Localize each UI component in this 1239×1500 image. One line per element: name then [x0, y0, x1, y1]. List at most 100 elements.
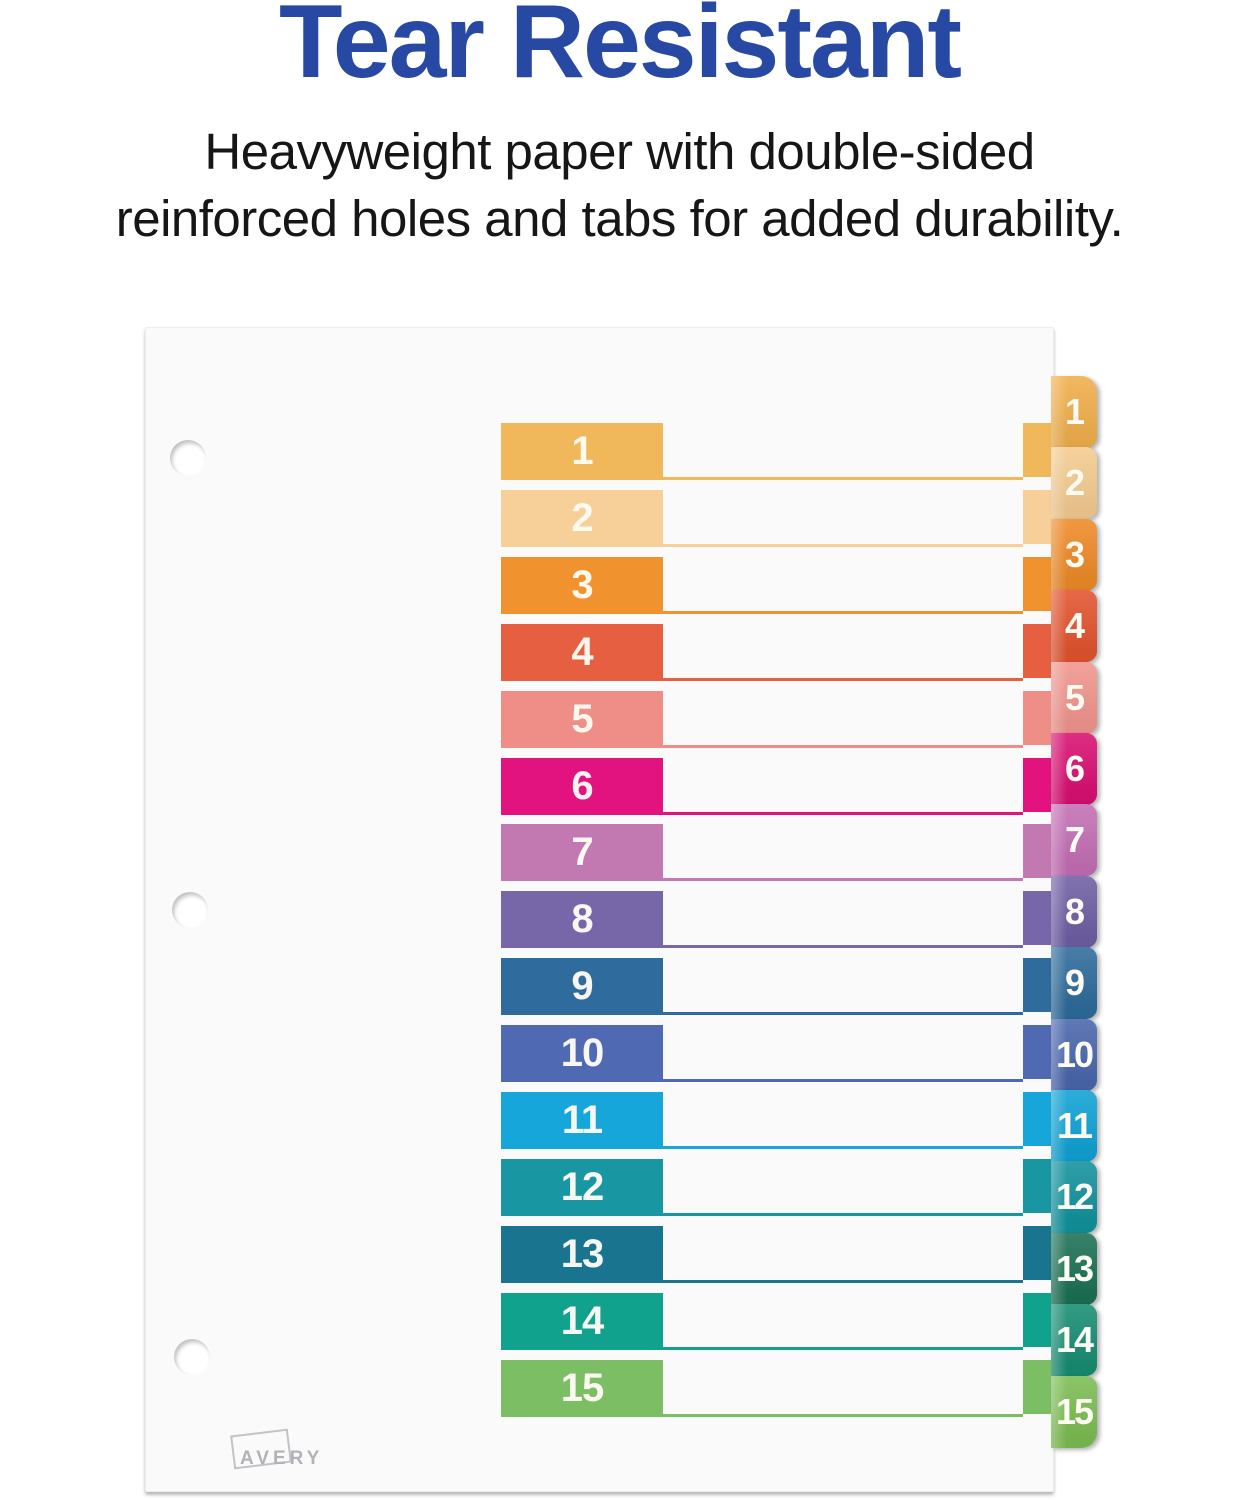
index-tab-number: 8 — [1064, 890, 1085, 932]
toc-row-number: 13 — [560, 1231, 604, 1276]
toc-row: 8 — [146, 891, 1053, 949]
toc-row-number: 5 — [571, 696, 593, 741]
index-tab-number: 6 — [1064, 748, 1085, 789]
toc-row-line — [502, 1079, 1023, 1083]
toc-row-line — [502, 878, 1023, 882]
toc-row-edge-cap — [1023, 623, 1053, 678]
toc-row-line — [502, 610, 1023, 614]
subheadline: Heavyweight paper with double-sided reinf… — [0, 118, 1239, 253]
toc-row: 12 — [146, 1158, 1053, 1216]
toc-row: 4 — [146, 623, 1053, 681]
toc-row-number: 1 — [571, 429, 593, 473]
toc-row-bar: 8 — [501, 891, 663, 949]
index-tab-number: 3 — [1064, 533, 1085, 575]
index-tab-number: 7 — [1064, 819, 1085, 861]
toc-row-number: 10 — [560, 1031, 604, 1076]
index-tab: 7 — [1051, 804, 1097, 877]
toc-row-edge-cap — [1023, 690, 1053, 745]
toc-row-bar: 6 — [501, 757, 663, 815]
toc-row-line — [502, 1012, 1023, 1016]
index-tab-number: 4 — [1064, 605, 1085, 647]
toc-row-edge-cap — [1023, 891, 1053, 946]
toc-row: 13 — [146, 1225, 1053, 1283]
index-tab: 12 — [1051, 1161, 1097, 1234]
toc-row-number: 11 — [561, 1098, 603, 1142]
toc-row: 7 — [146, 824, 1053, 882]
toc-row: 15 — [146, 1359, 1053, 1417]
toc-row: 3 — [146, 556, 1053, 614]
index-tab: 1 — [1051, 376, 1097, 448]
index-tab: 5 — [1051, 661, 1097, 734]
index-tab: 11 — [1051, 1090, 1097, 1162]
index-tab: 8 — [1051, 875, 1097, 948]
index-tab: 4 — [1051, 590, 1097, 663]
headline: Tear Resistant — [278, 0, 962, 100]
toc-row-bar: 4 — [501, 623, 663, 681]
toc-row-edge-cap — [1023, 1025, 1053, 1080]
subheadline-line-1: Heavyweight paper with double-sided — [204, 123, 1035, 180]
index-tab-number: 12 — [1055, 1176, 1094, 1218]
index-tab: 10 — [1051, 1018, 1097, 1091]
toc-row-bar: 7 — [501, 824, 663, 882]
toc-row: 6 — [146, 757, 1053, 815]
toc-row-bar: 14 — [501, 1292, 663, 1350]
subheadline-line-2: reinforced holes and tabs for added dura… — [115, 190, 1124, 248]
toc-row-number: 15 — [560, 1365, 604, 1410]
toc-row-line — [502, 1413, 1023, 1417]
index-tab-number: 15 — [1055, 1390, 1094, 1432]
toc-row-edge-cap — [1023, 1359, 1053, 1414]
toc-row-bar: 5 — [501, 690, 663, 748]
toc-row-edge-cap — [1023, 958, 1053, 1013]
toc-row-line — [502, 744, 1023, 748]
toc-row-edge-cap — [1023, 1292, 1053, 1347]
toc-row-bar: 10 — [501, 1025, 663, 1083]
toc-row-bar: 11 — [501, 1092, 663, 1149]
divider-sheet: 1 2 3 4 5 6 7 8 9 10 11 12 13 14 15 1 2 3 4 5 6 7 8 9 10 11 12 13 1… — [145, 327, 1097, 1492]
toc-row-bar: 13 — [501, 1225, 663, 1283]
binder-hole-bottom — [174, 1339, 210, 1375]
toc-row-number: 12 — [560, 1164, 604, 1209]
toc-row: 9 — [146, 958, 1053, 1016]
toc-row-line — [502, 811, 1023, 815]
toc-row-number: 7 — [571, 830, 593, 875]
toc-row-bar: 15 — [501, 1359, 663, 1417]
index-tab-number: 11 — [1056, 1105, 1093, 1146]
toc-row-number: 3 — [571, 562, 593, 607]
toc-row: 11 — [146, 1092, 1053, 1149]
index-tab: 2 — [1051, 447, 1097, 520]
toc-row-number: 2 — [571, 495, 593, 540]
toc-row-edge-cap — [1023, 757, 1053, 812]
toc-row-edge-cap — [1023, 1158, 1053, 1213]
index-tab: 3 — [1051, 518, 1097, 591]
toc-row-line — [502, 945, 1023, 949]
index-tab-number: 14 — [1055, 1319, 1094, 1361]
toc-row-edge-cap — [1023, 824, 1053, 879]
toc-row-number: 8 — [571, 897, 593, 942]
toc-row-edge-cap — [1023, 1092, 1053, 1146]
toc-row: 14 — [146, 1292, 1053, 1350]
index-tab: 13 — [1051, 1232, 1097, 1305]
toc-row-number: 6 — [571, 763, 593, 808]
toc-row-line — [502, 477, 1023, 480]
index-tab-number: 1 — [1064, 391, 1085, 432]
toc-row: 10 — [146, 1025, 1053, 1083]
toc-row-number: 4 — [571, 629, 593, 674]
toc-row-line — [502, 677, 1023, 681]
toc-row-line — [502, 1146, 1023, 1149]
index-tab: 9 — [1051, 947, 1097, 1020]
toc-row-number: 9 — [571, 964, 593, 1009]
index-tab-number: 10 — [1055, 1033, 1094, 1075]
toc-row-number: 14 — [560, 1298, 604, 1343]
toc-row-bar: 1 — [501, 423, 663, 480]
toc-row-edge-cap — [1023, 1225, 1053, 1280]
toc-row-edge-cap — [1023, 423, 1053, 477]
toc-row-line — [502, 1212, 1023, 1216]
binder-hole-middle — [172, 892, 208, 928]
toc-row-bar: 9 — [501, 958, 663, 1016]
toc-row-edge-cap — [1023, 489, 1053, 544]
toc-row: 1 — [146, 423, 1053, 480]
index-tab: 15 — [1051, 1375, 1097, 1448]
avery-logo-text: AVERY — [240, 1448, 324, 1469]
index-tab-number: 9 — [1064, 962, 1085, 1004]
toc-row-bar: 3 — [501, 556, 663, 614]
